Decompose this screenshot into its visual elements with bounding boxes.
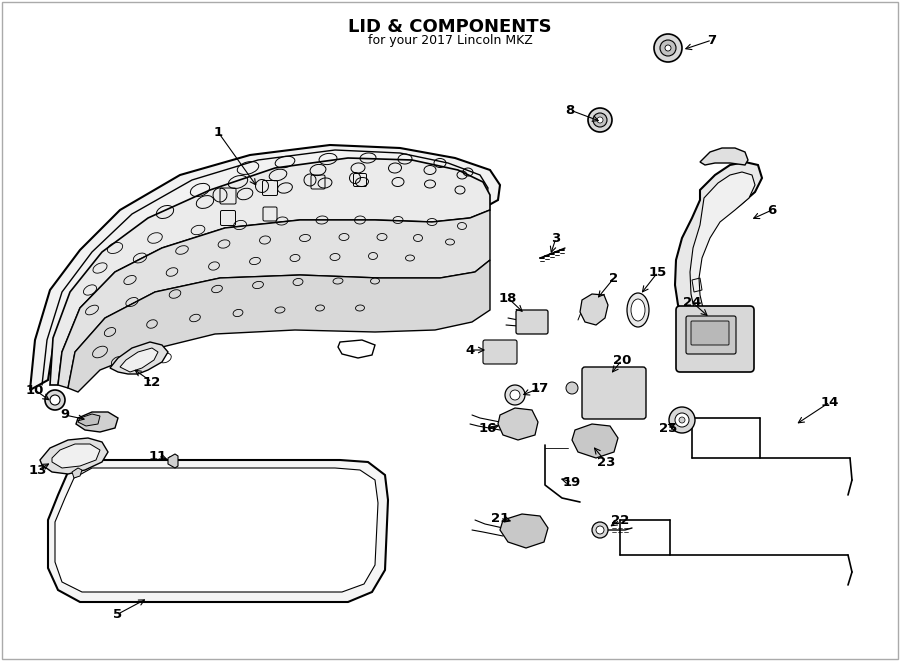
Text: 16: 16	[479, 422, 497, 434]
Circle shape	[566, 382, 578, 394]
Circle shape	[596, 526, 604, 534]
Circle shape	[588, 108, 612, 132]
Text: 22: 22	[611, 514, 629, 527]
Text: 4: 4	[465, 344, 474, 356]
Text: 21: 21	[491, 512, 509, 524]
Polygon shape	[50, 158, 490, 385]
Circle shape	[510, 390, 520, 400]
Text: 10: 10	[26, 383, 44, 397]
Text: 12: 12	[143, 375, 161, 389]
Polygon shape	[572, 424, 618, 458]
Polygon shape	[52, 444, 100, 468]
Circle shape	[665, 45, 671, 51]
Polygon shape	[580, 294, 608, 325]
Polygon shape	[120, 348, 158, 372]
Polygon shape	[110, 342, 168, 374]
Circle shape	[592, 522, 608, 538]
Polygon shape	[72, 468, 82, 478]
Circle shape	[50, 395, 60, 405]
Polygon shape	[48, 460, 388, 602]
Text: 5: 5	[113, 607, 122, 621]
FancyBboxPatch shape	[676, 306, 754, 372]
Text: 7: 7	[707, 34, 716, 46]
Ellipse shape	[631, 299, 645, 321]
Circle shape	[675, 413, 689, 427]
Polygon shape	[498, 408, 538, 440]
Polygon shape	[76, 412, 118, 432]
FancyBboxPatch shape	[686, 316, 736, 354]
Circle shape	[593, 113, 607, 127]
Polygon shape	[55, 468, 378, 592]
Polygon shape	[700, 148, 748, 165]
FancyBboxPatch shape	[483, 340, 517, 364]
Polygon shape	[500, 514, 548, 548]
Text: 8: 8	[565, 104, 574, 116]
Text: 17: 17	[531, 381, 549, 395]
Circle shape	[597, 117, 603, 123]
Text: 3: 3	[552, 231, 561, 245]
Text: 1: 1	[213, 126, 222, 139]
Polygon shape	[40, 438, 108, 474]
FancyBboxPatch shape	[582, 367, 646, 419]
Polygon shape	[168, 454, 178, 468]
Circle shape	[679, 417, 685, 423]
FancyBboxPatch shape	[691, 321, 729, 345]
Text: 9: 9	[60, 408, 69, 422]
Text: 23: 23	[597, 455, 616, 469]
Circle shape	[669, 407, 695, 433]
Text: 6: 6	[768, 204, 777, 217]
Polygon shape	[58, 210, 490, 388]
Text: for your 2017 Lincoln MKZ: for your 2017 Lincoln MKZ	[367, 34, 533, 47]
Text: 24: 24	[683, 295, 701, 309]
Circle shape	[660, 40, 676, 56]
Polygon shape	[690, 172, 755, 308]
Polygon shape	[78, 414, 100, 426]
Text: 14: 14	[821, 395, 839, 408]
Circle shape	[654, 34, 682, 62]
Text: 11: 11	[148, 449, 167, 463]
Polygon shape	[30, 145, 500, 390]
Text: LID & COMPONENTS: LID & COMPONENTS	[348, 18, 552, 36]
Circle shape	[45, 390, 65, 410]
Text: 19: 19	[562, 475, 581, 488]
Polygon shape	[68, 260, 490, 392]
Text: 25: 25	[659, 422, 677, 434]
Text: 15: 15	[649, 266, 667, 278]
Text: 2: 2	[609, 272, 618, 284]
FancyBboxPatch shape	[516, 310, 548, 334]
Text: 18: 18	[499, 292, 517, 305]
Text: 20: 20	[613, 354, 631, 366]
Ellipse shape	[627, 293, 649, 327]
Circle shape	[505, 385, 525, 405]
Polygon shape	[675, 162, 762, 318]
Text: 13: 13	[29, 463, 47, 477]
